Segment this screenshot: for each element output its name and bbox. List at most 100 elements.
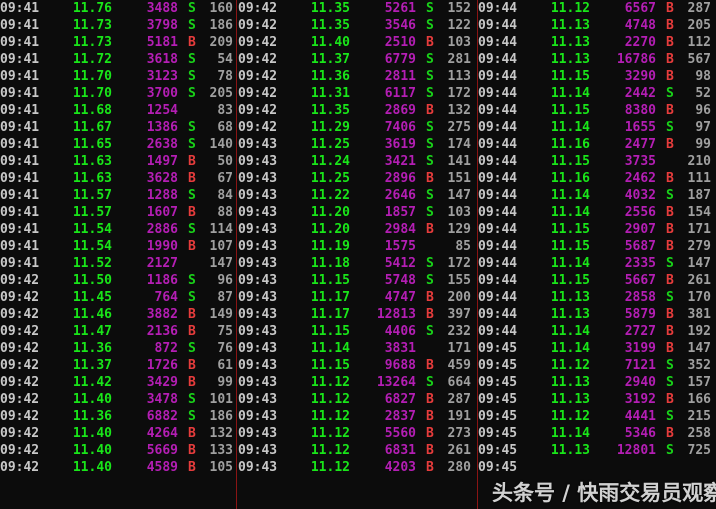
trade-count: 152 [447, 1, 471, 16]
time: 09:44 [478, 154, 518, 169]
side-flag: S [426, 69, 434, 84]
volume: 1990 [146, 239, 178, 254]
side-flag: B [426, 35, 434, 50]
trade-count: 192 [687, 324, 711, 339]
side-flag: B [666, 239, 674, 254]
side-flag: S [188, 18, 196, 33]
trade-count: 99 [695, 137, 711, 152]
time: 09:41 [0, 222, 40, 237]
price: 11.29 [310, 120, 350, 135]
side-flag: B [188, 239, 196, 254]
price: 11.12 [550, 358, 590, 373]
trade-count: 725 [687, 443, 711, 458]
volume: 5560 [384, 426, 416, 441]
trade-count: 52 [695, 86, 711, 101]
trade-count: 280 [447, 460, 471, 475]
trade-count: 205 [687, 18, 711, 33]
time: 09:45 [478, 358, 518, 373]
side-flag: B [188, 154, 196, 169]
trade-count: 76 [217, 341, 233, 356]
volume: 3199 [624, 341, 656, 356]
price: 11.14 [550, 205, 590, 220]
tick-row: 09:44 11.13 5879 B 381 [478, 306, 715, 323]
tick-row: 09:42 11.37 1726 B 61 [0, 357, 237, 374]
side-flag: S [188, 273, 196, 288]
trade-count: 186 [209, 18, 233, 33]
trade-count: 122 [447, 18, 471, 33]
trade-count: 140 [209, 137, 233, 152]
time: 09:41 [0, 120, 40, 135]
tick-row: 09:42 11.36 6882 S 186 [0, 408, 237, 425]
tick-row: 09:42 11.40 5669 B 133 [0, 442, 237, 459]
time: 09:42 [0, 443, 40, 458]
side-flag: S [426, 324, 434, 339]
tick-row: 09:41 11.65 2638 S 140 [0, 136, 237, 153]
volume: 3429 [146, 375, 178, 390]
volume: 1254 [146, 103, 178, 118]
trade-count: 215 [687, 409, 711, 424]
time: 09:42 [238, 1, 278, 16]
trade-count: 103 [447, 205, 471, 220]
volume: 2837 [384, 409, 416, 424]
price: 11.40 [72, 426, 112, 441]
price: 11.54 [72, 222, 112, 237]
volume: 1607 [146, 205, 178, 220]
side-flag: B [426, 358, 434, 373]
time: 09:45 [478, 341, 518, 356]
trade-count: 381 [687, 307, 711, 322]
side-flag: B [666, 307, 674, 322]
side-flag: B [666, 103, 674, 118]
volume: 2886 [146, 222, 178, 237]
tick-row: 09:45 11.14 3199 B 147 [478, 340, 715, 357]
tick-row: 09:43 11.15 9688 B 459 [238, 357, 475, 374]
trade-count: 232 [447, 324, 471, 339]
side-flag: B [426, 443, 434, 458]
time: 09:43 [238, 426, 278, 441]
price: 11.52 [72, 256, 112, 271]
tick-row: 09:44 11.13 16786 B 567 [478, 51, 715, 68]
volume: 3546 [384, 18, 416, 33]
volume: 3192 [624, 392, 656, 407]
time: 09:45 [478, 409, 518, 424]
volume: 5879 [624, 307, 656, 322]
tick-column-2: 09:42 11.35 5261 S 152 09:42 11.35 3546 S 122 09:4… [238, 0, 475, 476]
volume: 1386 [146, 120, 178, 135]
tick-row: 09:41 11.57 1288 S 84 [0, 187, 237, 204]
tick-row: 09:44 11.15 5687 B 279 [478, 238, 715, 255]
tick-row: 09:41 11.57 1607 B 88 [0, 204, 237, 221]
tick-row: 09:41 11.67 1386 S 68 [0, 119, 237, 136]
volume: 2940 [624, 375, 656, 390]
volume: 2510 [384, 35, 416, 50]
tick-row: 09:43 11.17 4747 B 200 [238, 289, 475, 306]
price: 11.36 [72, 341, 112, 356]
trade-count: 96 [217, 273, 233, 288]
time: 09:43 [238, 137, 278, 152]
side-flag: B [666, 69, 674, 84]
side-flag: S [188, 137, 196, 152]
volume: 1497 [146, 154, 178, 169]
time: 09:43 [238, 171, 278, 186]
side-flag: B [426, 290, 434, 305]
time: 09:45 [478, 426, 518, 441]
time: 09:42 [238, 120, 278, 135]
volume: 3478 [146, 392, 178, 407]
tick-row: 09:43 11.14 3831 171 [238, 340, 475, 357]
price: 11.76 [72, 1, 112, 16]
trade-count: 567 [687, 52, 711, 67]
trade-count: 75 [217, 324, 233, 339]
price: 11.31 [310, 86, 350, 101]
tick-row: 09:45 11.14 5346 B 258 [478, 425, 715, 442]
time: 09:41 [0, 18, 40, 33]
tick-row: 09:42 11.36 872 S 76 [0, 340, 237, 357]
side-flag: B [426, 171, 434, 186]
price: 11.25 [310, 171, 350, 186]
tick-row: 09:43 11.25 3619 S 174 [238, 136, 475, 153]
price: 11.20 [310, 222, 350, 237]
time: 09:43 [238, 341, 278, 356]
volume: 2896 [384, 171, 416, 186]
time: 09:42 [0, 409, 40, 424]
tick-row: 09:43 11.25 2896 B 151 [238, 170, 475, 187]
side-flag: B [666, 1, 674, 16]
volume: 5748 [384, 273, 416, 288]
side-flag: B [426, 307, 434, 322]
